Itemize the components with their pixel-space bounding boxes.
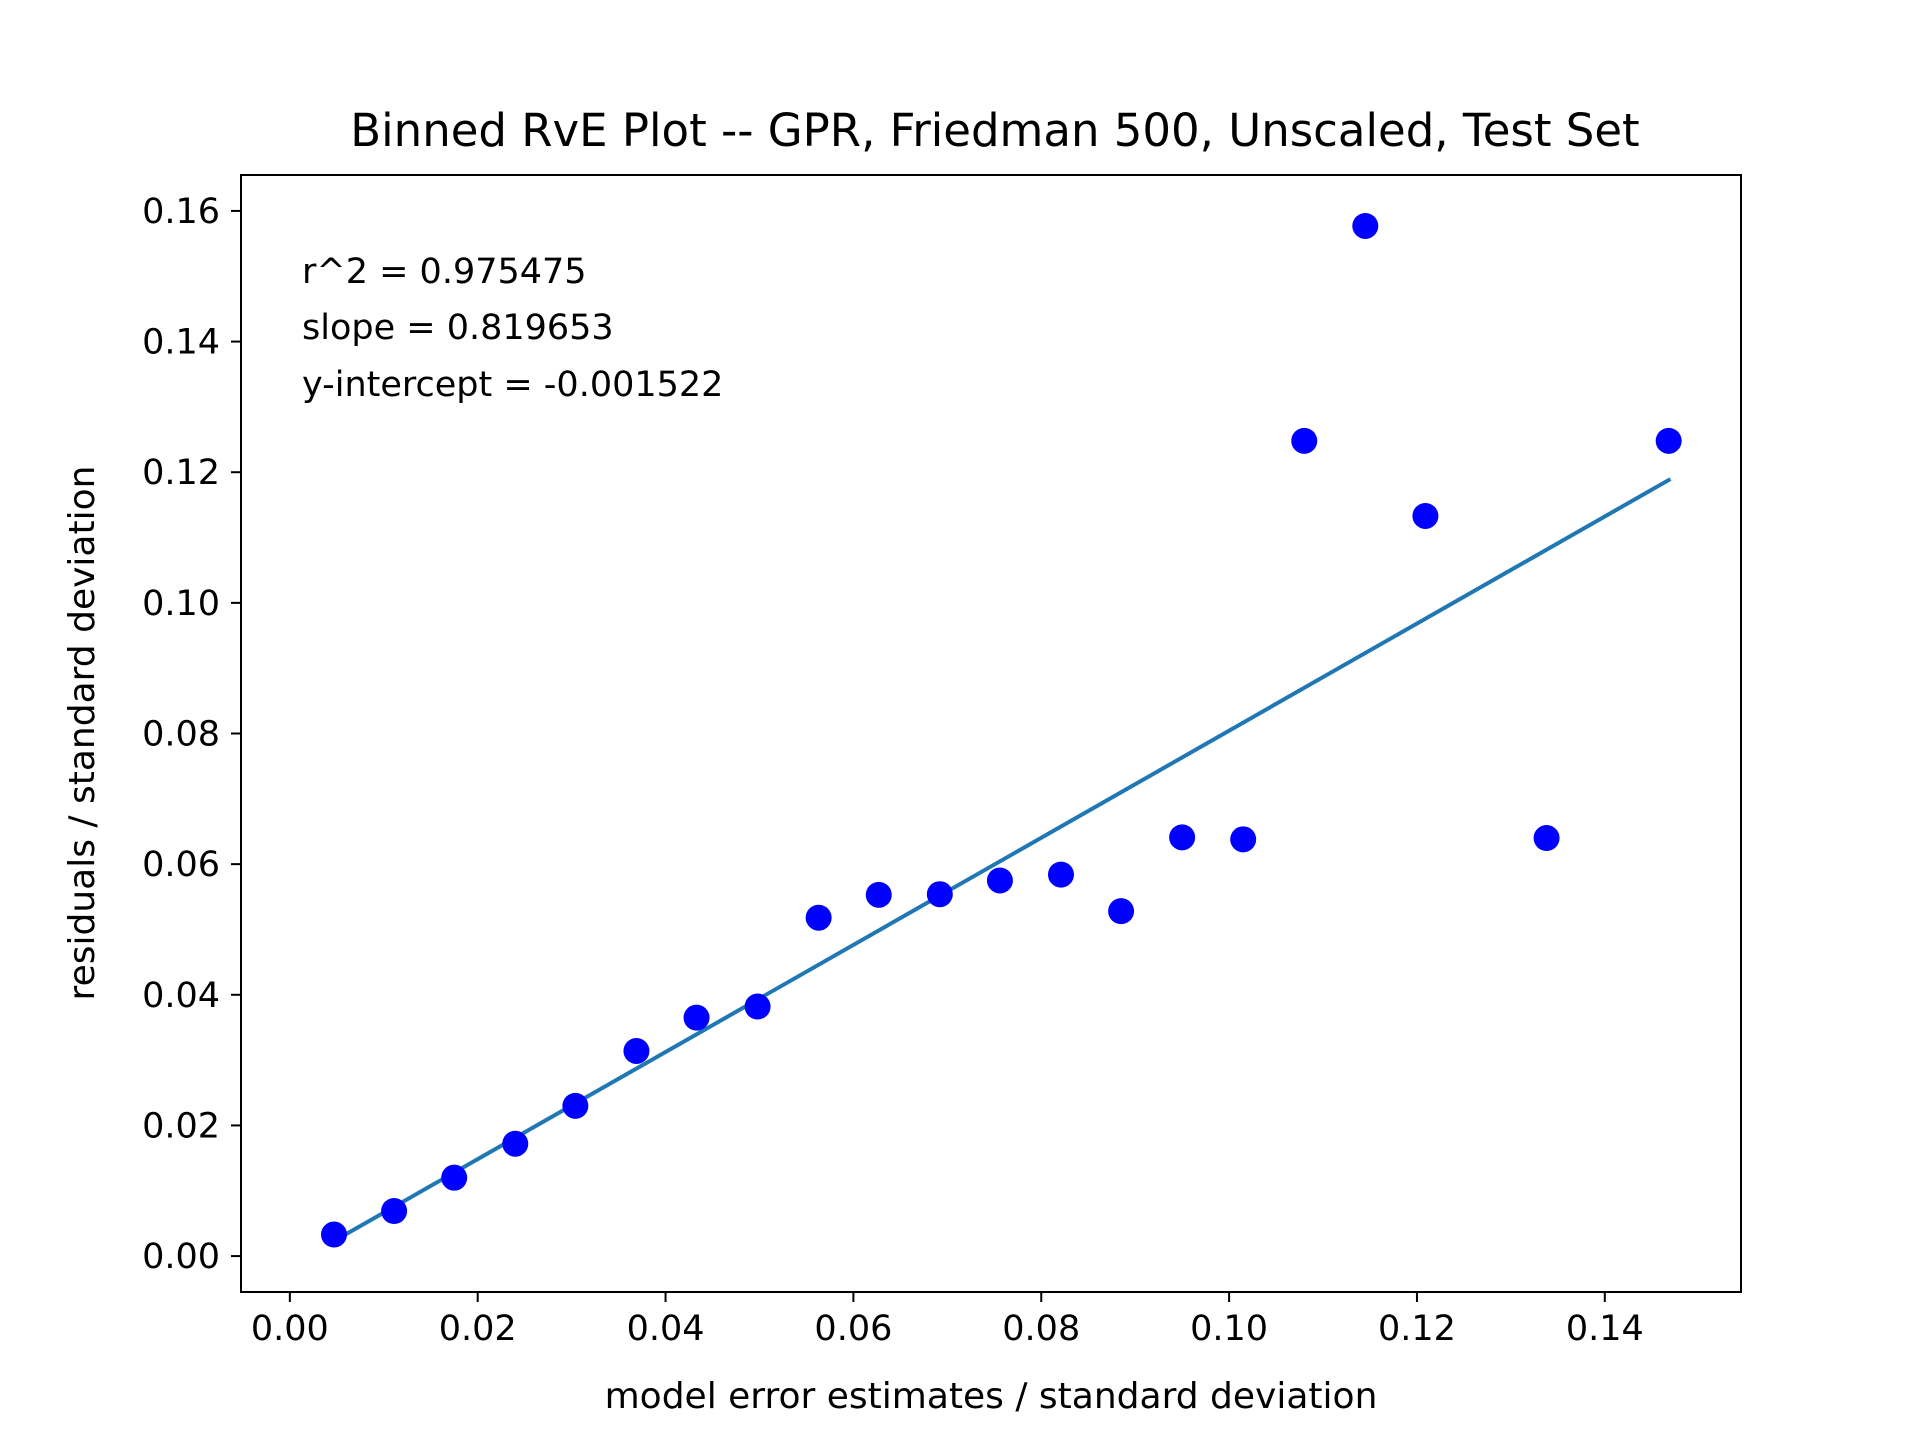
data-point [683, 1004, 710, 1031]
data-point [805, 904, 832, 931]
y-tick-label: 0.16 [142, 192, 220, 232]
data-point [1412, 502, 1439, 529]
data-point [1352, 212, 1379, 239]
plot-area [320, 212, 1682, 1248]
data-point [1108, 898, 1135, 925]
y-tick-label: 0.14 [142, 323, 220, 363]
x-tick-label: 0.10 [1190, 1309, 1268, 1349]
fit-line [331, 477, 1672, 1244]
data-point [986, 867, 1013, 894]
x-tick-label: 0.14 [1566, 1309, 1644, 1349]
x-tick-label: 0.00 [251, 1309, 329, 1349]
data-point [441, 1164, 468, 1191]
data-point [320, 1221, 347, 1248]
data-point [381, 1198, 408, 1225]
y-tick-label: 0.08 [142, 715, 220, 755]
data-point [1169, 824, 1196, 851]
y-tick-label: 0.02 [142, 1106, 220, 1146]
data-point [502, 1130, 529, 1157]
x-tick-label: 0.12 [1378, 1309, 1456, 1349]
data-point [562, 1092, 589, 1119]
data-point [1047, 861, 1074, 888]
x-axis: 0.00 0.02 0.04 0.06 0.08 0.10 0.12 0.14 [251, 1292, 1644, 1349]
data-point [865, 881, 892, 908]
y-axis-label: residuals / standard deviation [62, 466, 103, 1001]
annotation-slope: slope = 0.819653 [302, 308, 614, 348]
x-tick-label: 0.02 [439, 1309, 517, 1349]
data-point [623, 1037, 650, 1064]
x-tick-label: 0.08 [1002, 1309, 1080, 1349]
y-axis: 0.00 0.02 0.04 0.06 0.08 0.10 0.12 0.14 0.16 [142, 192, 241, 1277]
data-point [1533, 825, 1560, 852]
y-tick-label: 0.06 [142, 845, 220, 885]
data-point [1291, 427, 1318, 454]
y-tick-label: 0.12 [142, 453, 220, 493]
data-point [1655, 427, 1682, 454]
data-point [744, 993, 771, 1020]
x-tick-label: 0.06 [814, 1309, 892, 1349]
y-tick-label: 0.10 [142, 584, 220, 624]
y-tick-label: 0.04 [142, 976, 220, 1016]
data-point [926, 881, 953, 908]
x-tick-label: 0.04 [627, 1309, 705, 1349]
chart-title: Binned RvE Plot -- GPR, Friedman 500, Un… [350, 104, 1639, 157]
data-point [1230, 826, 1257, 853]
annotation-r2: r^2 = 0.975475 [302, 252, 587, 292]
annotation-intercept: y-intercept = -0.001522 [302, 365, 723, 405]
x-axis-label: model error estimates / standard deviati… [605, 1376, 1378, 1417]
y-tick-label: 0.00 [142, 1237, 220, 1277]
